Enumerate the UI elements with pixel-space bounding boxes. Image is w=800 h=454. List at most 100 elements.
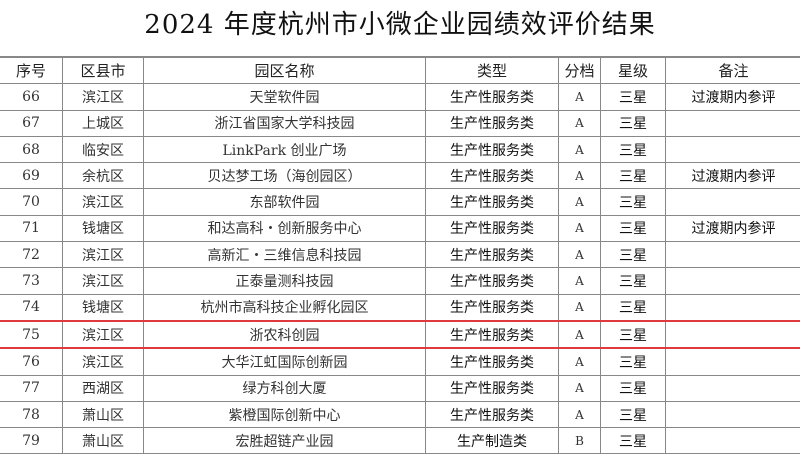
- cell-park-name: 天堂软件园: [144, 84, 426, 110]
- cell-star-level: 三星: [601, 163, 666, 189]
- cell-grade: A: [559, 163, 601, 189]
- cell-district: 萧山区: [63, 428, 144, 454]
- cell-park-name: 和达高科・创新服务中心: [144, 215, 426, 241]
- cell-star-level: 三星: [601, 348, 666, 375]
- cell-grade: A: [559, 136, 601, 162]
- cell-remarks: [666, 348, 800, 375]
- header-district: 区县市: [63, 57, 144, 84]
- cell-grade: A: [559, 348, 601, 375]
- cell-index: 79: [0, 428, 63, 454]
- header-type: 类型: [426, 57, 559, 84]
- cell-star-level: 三星: [601, 136, 666, 162]
- cell-type: 生产性服务类: [426, 242, 559, 268]
- cell-type: 生产性服务类: [426, 268, 559, 294]
- cell-index: 74: [0, 294, 63, 321]
- cell-type: 生产性服务类: [426, 294, 559, 321]
- cell-index: 71: [0, 215, 63, 241]
- cell-park-name: 正泰量测科技园: [144, 268, 426, 294]
- cell-index: 66: [0, 84, 63, 110]
- cell-remarks: 过渡期内参评: [666, 163, 800, 189]
- cell-index: 67: [0, 110, 63, 136]
- cell-remarks: [666, 189, 800, 215]
- cell-district: 临安区: [63, 136, 144, 162]
- cell-park-name: 东部软件园: [144, 189, 426, 215]
- cell-type: 生产性服务类: [426, 110, 559, 136]
- header-grade: 分档: [559, 57, 601, 84]
- cell-grade: A: [559, 189, 601, 215]
- cell-star-level: 三星: [601, 84, 666, 110]
- cell-grade: A: [559, 84, 601, 110]
- cell-star-level: 三星: [601, 242, 666, 268]
- header-row: 序号 区县市 园区名称 类型 分档 星级 备注: [0, 57, 800, 84]
- cell-index: 77: [0, 375, 63, 401]
- cell-district: 滨江区: [63, 189, 144, 215]
- cell-star-level: 三星: [601, 428, 666, 454]
- cell-district: 钱塘区: [63, 294, 144, 321]
- cell-district: 滨江区: [63, 348, 144, 375]
- cell-index: 69: [0, 163, 63, 189]
- cell-remarks: [666, 136, 800, 162]
- cell-remarks: [666, 401, 800, 427]
- cell-index: 68: [0, 136, 63, 162]
- cell-type: 生产性服务类: [426, 401, 559, 427]
- header-park-name: 园区名称: [144, 57, 426, 84]
- cell-type: 生产性服务类: [426, 348, 559, 375]
- cell-remarks: [666, 242, 800, 268]
- cell-remarks: [666, 321, 800, 348]
- cell-grade: A: [559, 110, 601, 136]
- cell-park-name: 大华江虹国际创新园: [144, 348, 426, 375]
- header-remarks: 备注: [666, 57, 800, 84]
- cell-star-level: 三星: [601, 189, 666, 215]
- cell-star-level: 三星: [601, 110, 666, 136]
- cell-remarks: [666, 268, 800, 294]
- cell-index: 78: [0, 401, 63, 427]
- cell-type: 生产制造类: [426, 428, 559, 454]
- cell-district: 滨江区: [63, 242, 144, 268]
- header-star-level: 星级: [601, 57, 666, 84]
- cell-index: 76: [0, 348, 63, 375]
- cell-type: 生产性服务类: [426, 163, 559, 189]
- cell-remarks: [666, 110, 800, 136]
- cell-grade: A: [559, 321, 601, 348]
- cell-park-name: 紫橙国际创新中心: [144, 401, 426, 427]
- cell-park-name: 杭州市高科技企业孵化园区: [144, 294, 426, 321]
- cell-star-level: 三星: [601, 375, 666, 401]
- cell-park-name: 高新汇・三维信息科技园: [144, 242, 426, 268]
- cell-remarks: [666, 294, 800, 321]
- cell-district: 上城区: [63, 110, 144, 136]
- header-index: 序号: [0, 57, 63, 84]
- cell-district: 滨江区: [63, 321, 144, 348]
- cell-index: 75: [0, 321, 63, 348]
- cell-type: 生产性服务类: [426, 375, 559, 401]
- cell-remarks: [666, 375, 800, 401]
- cell-grade: A: [559, 401, 601, 427]
- cell-star-level: 三星: [601, 215, 666, 241]
- cell-index: 72: [0, 242, 63, 268]
- cell-district: 滨江区: [63, 268, 144, 294]
- cell-district: 余杭区: [63, 163, 144, 189]
- page-title: 2024 年度杭州市小微企业园绩效评价结果: [0, 4, 800, 41]
- cell-grade: B: [559, 428, 601, 454]
- cell-index: 70: [0, 189, 63, 215]
- cell-park-name: 浙农科创园: [144, 321, 426, 348]
- cell-star-level: 三星: [601, 401, 666, 427]
- cell-park-name: 贝达梦工场（海创园区）: [144, 163, 426, 189]
- cell-remarks: 过渡期内参评: [666, 84, 800, 110]
- cell-district: 西湖区: [63, 375, 144, 401]
- cell-type: 生产性服务类: [426, 189, 559, 215]
- cell-park-name: 浙江省国家大学科技园: [144, 110, 426, 136]
